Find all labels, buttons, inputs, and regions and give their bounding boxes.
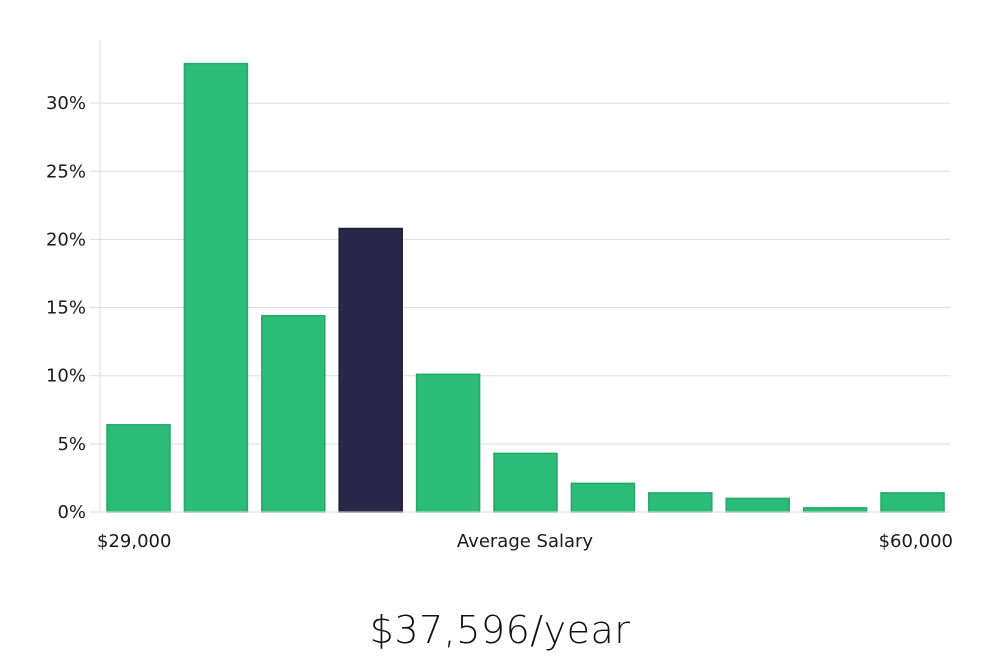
bar-2 [261, 314, 326, 513]
bar-highlighted-3 [338, 227, 403, 513]
y-tick-label-10: 10% [46, 366, 86, 387]
bar-7 [648, 492, 713, 513]
y-tick-label-15: 15% [46, 298, 86, 319]
bar-4 [415, 373, 481, 513]
x-min-label: $29,000 [97, 531, 171, 552]
bar-1 [183, 62, 249, 513]
x-max-label: $60,000 [879, 531, 953, 552]
y-tick-label-20: 20% [46, 229, 86, 250]
y-tick-label-30: 30% [46, 93, 86, 114]
bar-8 [725, 497, 790, 513]
y-tick-label-5: 5% [57, 434, 86, 455]
x-axis-title: Average Salary [457, 531, 594, 552]
bars [106, 62, 945, 513]
y-tick-label-25: 25% [46, 161, 86, 182]
bar-5 [493, 452, 558, 513]
y-axis-ticks: 0% 5% 10% 15% 20% 25% 30% [46, 93, 100, 523]
bar-9 [802, 507, 868, 513]
histogram-plot: 0% 5% 10% 15% 20% 25% 30% $29,000 Average Sala… [46, 40, 953, 552]
bar-10 [880, 492, 945, 513]
bar-0 [106, 424, 171, 513]
bar-6 [570, 482, 636, 513]
average-salary-value: $37,596/year [369, 608, 631, 652]
y-tick-label-0: 0% [57, 502, 86, 523]
